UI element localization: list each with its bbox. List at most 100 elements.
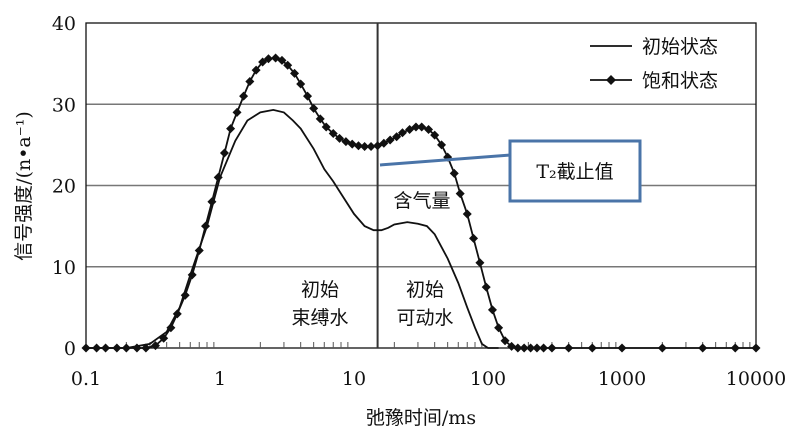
saturated-point-marker [335, 133, 345, 143]
annotation-bound-water-line1: 初始 [301, 279, 339, 301]
saturated-point-marker [462, 209, 472, 219]
saturated-point-marker [475, 258, 485, 268]
saturated-point-marker [166, 323, 176, 333]
saturated-point-marker [587, 343, 597, 353]
t2-callout-leader [379, 153, 511, 167]
saturated-point-marker [360, 142, 370, 151]
saturated-point-marker [172, 309, 182, 319]
x-tick-label: 0.1 [71, 368, 101, 390]
saturated-point-marker [303, 91, 313, 101]
saturated-point-marker [564, 343, 574, 353]
saturated-point-marker [698, 343, 708, 353]
saturated-point-marker [347, 139, 357, 149]
y-tick-label: 30 [52, 94, 76, 116]
saturated-point-marker [219, 148, 229, 158]
saturated-point-marker [513, 343, 523, 353]
y-axis-title: 信号强度/(n•a⁻¹) [13, 111, 35, 261]
saturated-point-marker [353, 141, 363, 151]
x-tick-label: 10000 [726, 368, 786, 390]
saturated-point-marker [379, 138, 389, 148]
saturated-point-marker [469, 233, 479, 243]
saturated-point-marker [532, 343, 542, 353]
saturated-point-marker [81, 343, 91, 353]
saturated-point-marker [481, 282, 491, 292]
saturated-point-marker [507, 341, 517, 351]
saturated-point-marker [283, 60, 293, 70]
saturated-point-marker [437, 140, 447, 150]
t2-callout-box [508, 139, 642, 203]
saturated-point-marker [328, 129, 338, 138]
saturated-point-marker [226, 124, 236, 134]
saturated-point-marker [411, 122, 421, 132]
saturated-point-marker [121, 343, 131, 353]
saturated-point-marker [141, 343, 151, 353]
saturated-point-marker [277, 55, 287, 65]
saturated-point-marker [150, 341, 160, 351]
saturated-point-marker [290, 68, 300, 78]
saturated-point-marker [519, 343, 529, 353]
annotation-movable-water-line1: 初始 [406, 279, 444, 301]
annotation-bound-water-line2: 束缚水 [291, 307, 348, 329]
saturated-point-marker [417, 122, 427, 132]
y-tick-label: 0 [64, 338, 76, 360]
saturated-point-marker [112, 343, 122, 353]
x-axis-title: 弛豫时间/ms [366, 407, 476, 429]
t2-callout-label: T₂截止值 [536, 161, 613, 183]
x-tick-label: 100 [470, 368, 506, 390]
saturated-point-marker [385, 135, 395, 145]
saturated-point-marker [430, 130, 440, 140]
annotation-gas: 含气量 [393, 190, 450, 212]
grid-lines [86, 103, 756, 268]
x-tick-label: 1 [214, 368, 226, 390]
saturated-point-marker [526, 343, 536, 353]
saturated-point-marker [751, 343, 761, 353]
saturated-point-marker [245, 77, 255, 86]
saturated-point-marker [251, 65, 261, 75]
y-tick-labels: 0 10 20 30 40 [52, 13, 76, 360]
y-tick-label: 20 [52, 176, 76, 198]
saturated-point-marker [296, 79, 306, 89]
saturated-point-marker [500, 336, 510, 346]
x-tick-labels: 0.1 1 10 100 1000 10000 [71, 368, 786, 390]
saturated-point-marker [366, 142, 376, 151]
saturated-point-marker [309, 103, 319, 113]
x-tick-label: 10 [342, 368, 366, 390]
legend-label-saturated: 饱和状态 [642, 70, 718, 92]
legend-marker-saturated [606, 75, 616, 85]
saturated-point-marker [547, 343, 557, 353]
saturated-point-marker [258, 57, 268, 67]
saturated-point-marker [187, 270, 197, 280]
saturated-point-marker [449, 168, 459, 178]
saturated-point-marker [315, 114, 325, 124]
y-tick-label: 40 [52, 13, 76, 35]
x-tick-label: 1000 [598, 368, 646, 390]
saturated-point-marker [494, 323, 504, 333]
saturated-point-marker [159, 333, 169, 343]
y-tick-label: 10 [52, 257, 76, 279]
saturated-point-marker [232, 107, 242, 117]
saturated-point-marker [487, 305, 497, 315]
series-markers-saturated [81, 53, 761, 353]
annotation-movable-water-line2: 可动水 [396, 307, 453, 329]
saturated-point-marker [101, 343, 111, 353]
plot-frame [85, 22, 757, 349]
saturated-point-marker [321, 122, 331, 132]
saturated-point-marker [392, 132, 402, 142]
saturated-point-marker [239, 91, 249, 101]
saturated-point-marker [132, 343, 142, 353]
legend-label-initial: 初始状态 [642, 36, 718, 58]
saturated-point-marker [92, 343, 102, 353]
saturated-point-marker [201, 221, 211, 231]
legend: 初始状态 饱和状态 [590, 36, 718, 92]
saturated-point-marker [539, 343, 549, 353]
saturated-point-marker [657, 343, 667, 353]
saturated-point-marker [397, 128, 407, 138]
saturated-point-marker [730, 343, 740, 353]
saturated-point-marker [424, 124, 434, 134]
saturated-point-marker [194, 246, 204, 255]
saturated-point-marker [617, 343, 627, 353]
saturated-point-marker [180, 290, 190, 300]
saturated-point-marker [213, 172, 223, 182]
